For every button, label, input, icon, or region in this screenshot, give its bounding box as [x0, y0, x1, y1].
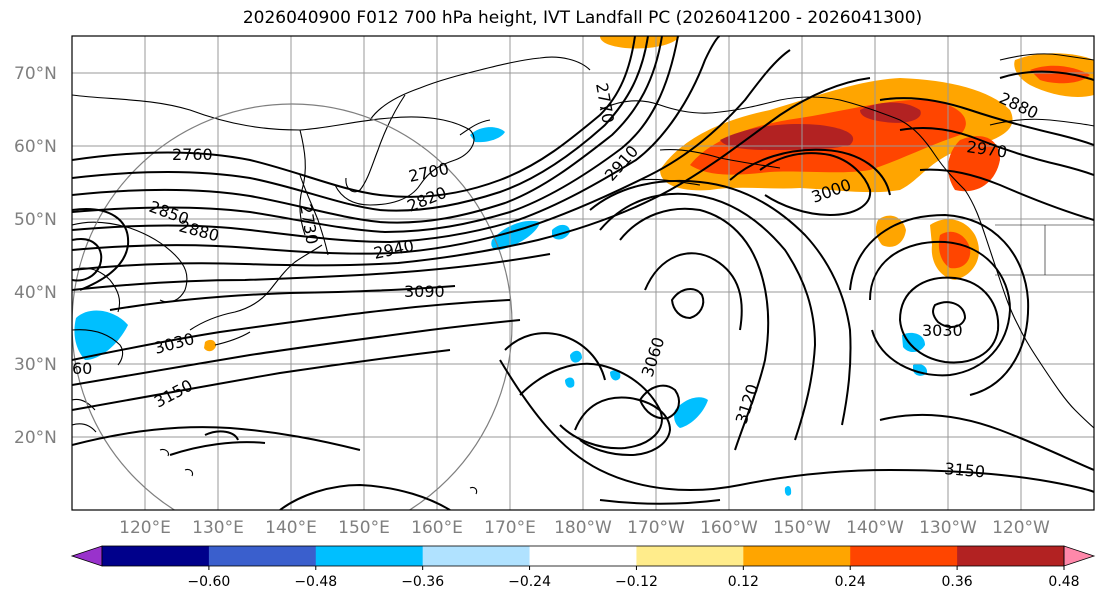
colorbar-segment	[315, 546, 424, 566]
lat-label: 40°N	[14, 283, 57, 303]
contour-label: 60	[72, 359, 92, 378]
colorbar-segment	[957, 546, 1065, 566]
colorbar-tick-label: 0.48	[1048, 574, 1079, 590]
colorbar-segment	[208, 546, 317, 566]
contour-label: 2760	[172, 145, 213, 164]
contour-label: 3090	[404, 282, 445, 301]
lat-label: 30°N	[14, 355, 57, 375]
colorbar-segment	[636, 546, 744, 566]
lon-label: 140°W	[846, 518, 904, 538]
colorbar-tick-label: −0.60	[187, 574, 230, 590]
lon-label: 140°E	[265, 518, 317, 538]
colorbar-frame	[101, 545, 1065, 567]
lon-label: 160°W	[700, 518, 758, 538]
contour-label: 3030	[922, 321, 963, 340]
longitude-labels: 120°E 130°E 140°E 150°E 160°E 170°E 180°…	[119, 518, 1050, 538]
ivt-positive-shading	[204, 36, 1094, 352]
lat-label: 60°N	[14, 137, 57, 157]
lon-label: 130°W	[919, 518, 977, 538]
lon-label: 120°E	[119, 518, 171, 538]
lat-label: 50°N	[14, 210, 57, 230]
contour-label: 3150	[944, 459, 986, 481]
colorbar-segment	[850, 546, 958, 566]
colorbar-extend-low	[70, 545, 103, 567]
colorbar-segment	[102, 546, 210, 566]
latitude-labels: 70°N 60°N 50°N 40°N 30°N 20°N	[14, 64, 57, 448]
ivt-negative-shading	[74, 127, 928, 496]
colorbar-tick-label: −0.12	[615, 574, 658, 590]
colorbar-tick-label: 0.24	[835, 574, 866, 590]
colorbar-tick-label: 0.12	[728, 574, 759, 590]
colorbar-tick-label: −0.48	[294, 574, 337, 590]
lon-label: 170°W	[627, 518, 685, 538]
lon-label: 130°E	[192, 518, 244, 538]
lat-label: 70°N	[14, 64, 57, 84]
colorbar-segment	[743, 546, 851, 566]
forecast-domain-circle	[72, 103, 513, 510]
map-title: 2026040900 F012 700 hPa height, IVT Land…	[242, 8, 923, 28]
lon-label: 170°E	[484, 518, 536, 538]
colorbar: −0.60 −0.48 −0.36 −0.24 −0.12 0.12 0.24 0.36 0.4…	[70, 545, 1096, 590]
colorbar-segment	[422, 546, 531, 566]
colorbar-extend-high	[1063, 545, 1096, 567]
graticule	[72, 36, 1094, 510]
lon-label: 120°W	[992, 518, 1050, 538]
colorbar-tick-label: −0.36	[401, 574, 444, 590]
colorbar-tick-label: 0.36	[942, 574, 973, 590]
colorbar-tick-label: −0.24	[508, 574, 551, 590]
lon-label: 180°W	[554, 518, 612, 538]
height-contours	[72, 36, 1094, 510]
lon-label: 150°E	[338, 518, 390, 538]
colorbar-segment	[529, 546, 637, 566]
lon-label: 150°W	[773, 518, 831, 538]
lon-label: 160°E	[411, 518, 463, 538]
map-frame	[71, 35, 1095, 511]
lat-label: 20°N	[14, 428, 57, 448]
